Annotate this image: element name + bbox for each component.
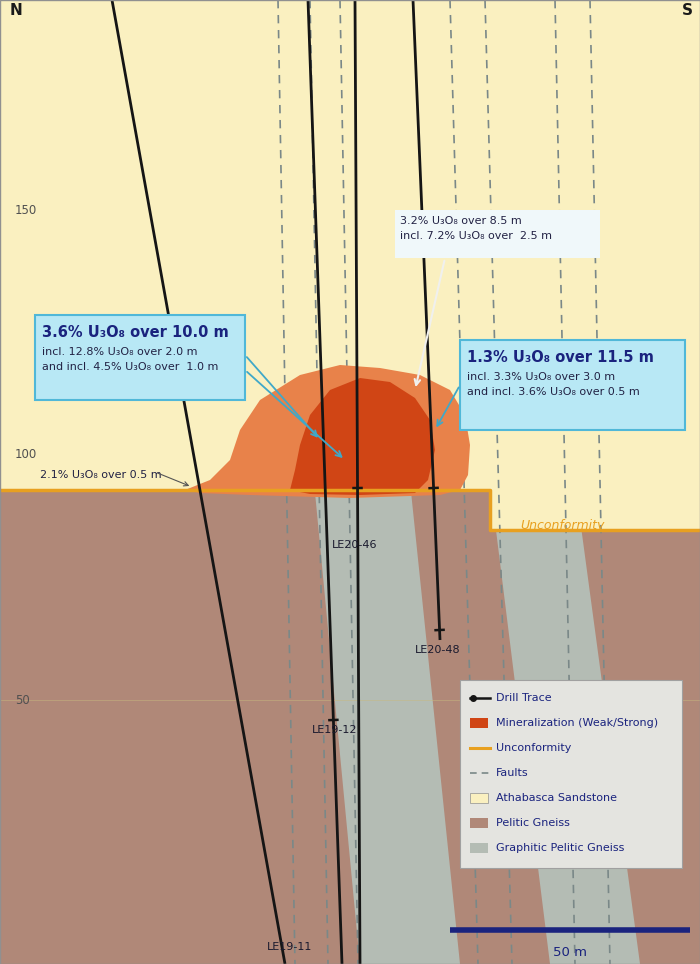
Text: Faults: Faults bbox=[496, 768, 528, 778]
FancyBboxPatch shape bbox=[460, 340, 685, 430]
Text: LE20-48: LE20-48 bbox=[415, 645, 461, 655]
Text: 2.1% U₃O₈ over 0.5 m: 2.1% U₃O₈ over 0.5 m bbox=[40, 470, 162, 480]
FancyBboxPatch shape bbox=[35, 315, 245, 400]
Text: 3.2% U₃O₈ over 8.5 m
incl. 7.2% U₃O₈ over  2.5 m: 3.2% U₃O₈ over 8.5 m incl. 7.2% U₃O₈ ove… bbox=[400, 216, 552, 241]
Polygon shape bbox=[185, 365, 470, 498]
Text: Drill Trace: Drill Trace bbox=[496, 693, 552, 703]
FancyBboxPatch shape bbox=[395, 210, 600, 258]
Text: S: S bbox=[682, 3, 693, 18]
Bar bbox=[470, 793, 488, 803]
Polygon shape bbox=[290, 378, 435, 495]
Text: Athabasca Sandstone: Athabasca Sandstone bbox=[496, 793, 617, 803]
Bar bbox=[470, 818, 488, 828]
Bar bbox=[470, 843, 488, 853]
Text: Unconformity: Unconformity bbox=[496, 743, 571, 753]
Text: incl. 12.8% U₃O₈ over 2.0 m
and incl. 4.5% U₃O₈ over  1.0 m: incl. 12.8% U₃O₈ over 2.0 m and incl. 4.… bbox=[42, 347, 218, 372]
Text: 3.6% U₃O₈ over 10.0 m: 3.6% U₃O₈ over 10.0 m bbox=[42, 325, 229, 340]
Text: Unconformity: Unconformity bbox=[520, 519, 604, 531]
FancyBboxPatch shape bbox=[460, 680, 682, 868]
Text: LE19-12: LE19-12 bbox=[312, 725, 358, 735]
Polygon shape bbox=[430, 0, 640, 964]
Text: 1.3% U₃O₈ over 11.5 m: 1.3% U₃O₈ over 11.5 m bbox=[467, 350, 654, 365]
Text: incl. 3.3% U₃O₈ over 3.0 m
and incl. 3.6% U₃O₈ over 0.5 m: incl. 3.3% U₃O₈ over 3.0 m and incl. 3.6… bbox=[467, 372, 640, 397]
Polygon shape bbox=[0, 0, 700, 530]
Text: N: N bbox=[10, 3, 22, 18]
Text: Pelitic Gneiss: Pelitic Gneiss bbox=[496, 818, 570, 828]
Bar bbox=[470, 718, 488, 728]
Text: 50 m: 50 m bbox=[553, 946, 587, 959]
Text: 100: 100 bbox=[15, 448, 37, 462]
Text: 50: 50 bbox=[15, 693, 29, 707]
Text: LE20-46: LE20-46 bbox=[332, 540, 378, 550]
Text: LE19-11: LE19-11 bbox=[267, 942, 313, 952]
Polygon shape bbox=[268, 0, 460, 964]
Text: 150: 150 bbox=[15, 203, 37, 217]
Polygon shape bbox=[0, 0, 700, 964]
Text: Mineralization (Weak/Strong): Mineralization (Weak/Strong) bbox=[496, 718, 658, 728]
Text: Graphitic Pelitic Gneiss: Graphitic Pelitic Gneiss bbox=[496, 843, 624, 853]
